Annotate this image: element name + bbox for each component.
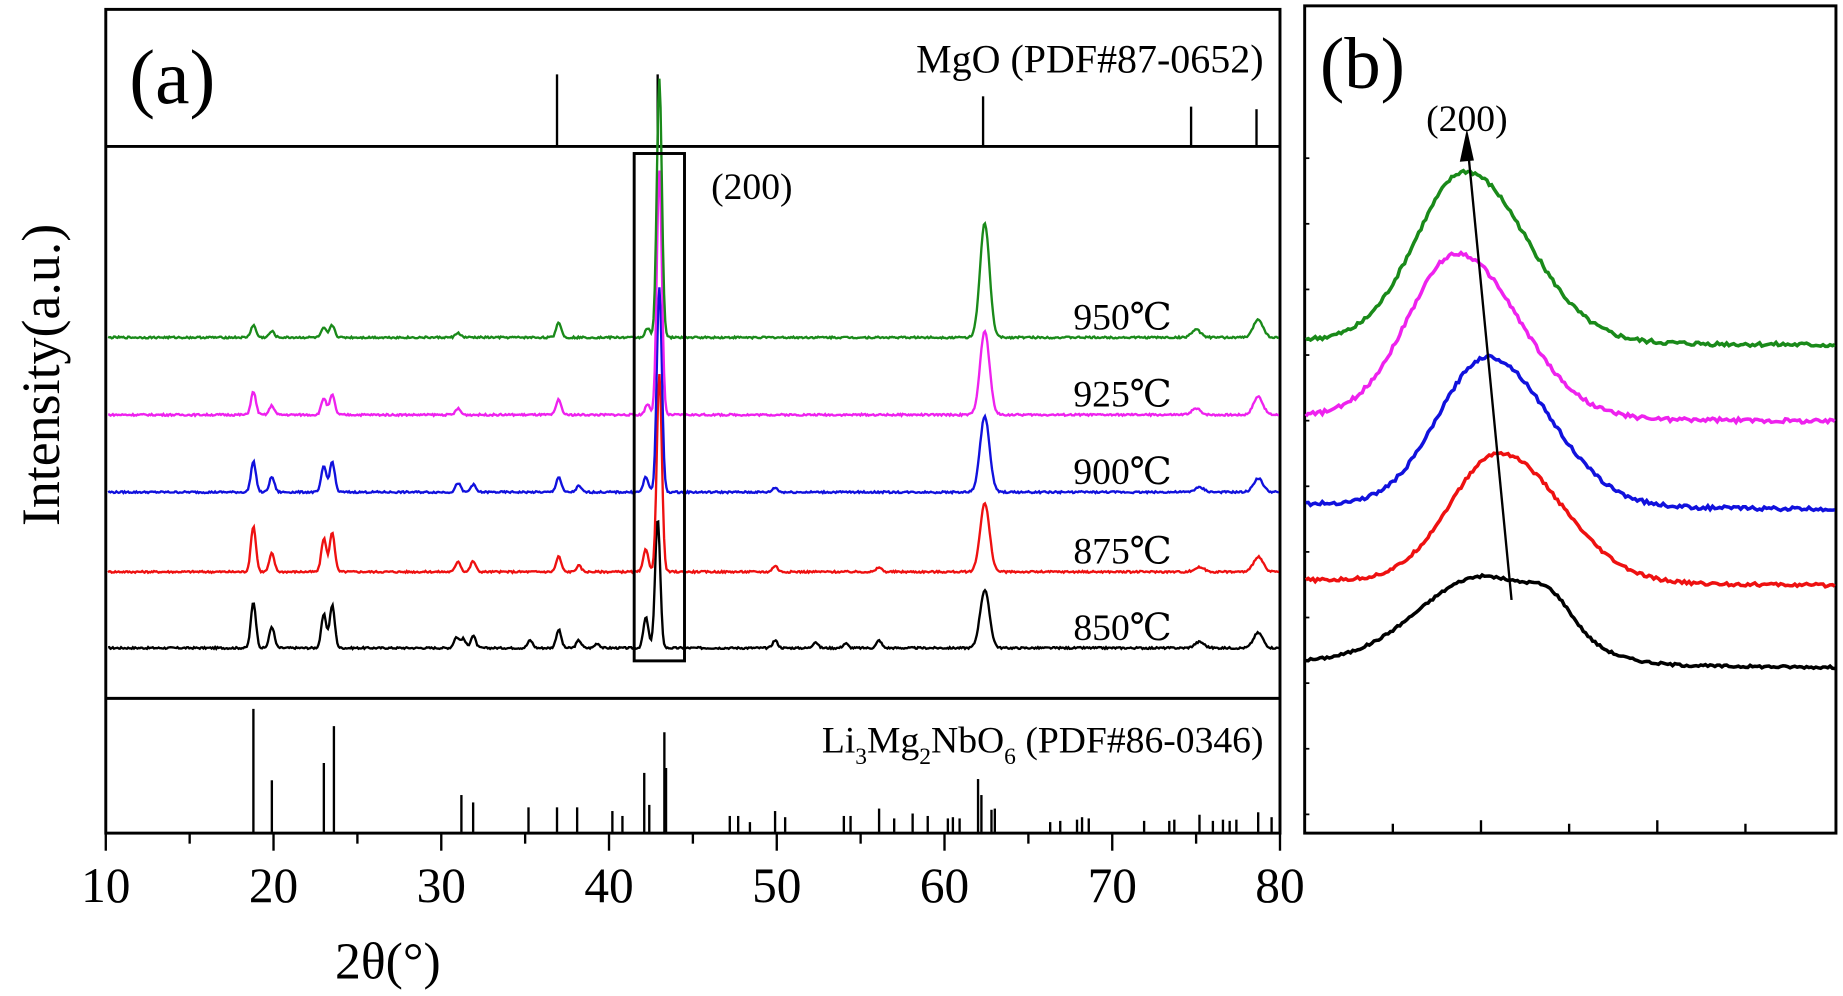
xrd-series-line	[107, 287, 1279, 496]
x-axis-label: 2θ(°)	[335, 933, 441, 990]
panel-a-frame	[104, 7, 1282, 835]
mgo-reference-label: MgO (PDF#87-0652)	[916, 37, 1263, 82]
xrd-series-line	[108, 170, 1279, 418]
label-part: (PDF#86-0346)	[1016, 720, 1264, 761]
xrd-series-line	[108, 519, 1280, 651]
panel-b-ticks	[1304, 157, 1747, 834]
li3mg2nbo6-reference-label: Li3Mg2NbO6 (PDF#86-0346)	[822, 720, 1264, 770]
temperature-label: 850℃	[1073, 608, 1171, 649]
temperature-labels: 850℃ 875℃ 900℃ 925℃ 950℃	[1073, 297, 1171, 648]
x-axis: 10 20 30 40 50 60 70 80	[81, 833, 1305, 913]
label-part: NbO	[931, 720, 1004, 761]
label-subscript: 2	[919, 744, 931, 770]
temperature-label: 875℃	[1073, 532, 1171, 573]
y-axis-label: Intensity(a.u.)	[11, 224, 71, 526]
peak-shift-arrowhead	[1459, 128, 1474, 162]
panel-b-series-line	[1304, 450, 1836, 589]
200-peak-label: (200)	[711, 167, 792, 208]
panel-a-series	[107, 78, 1280, 651]
label-subscript: 3	[855, 744, 867, 770]
label-subscript: 6	[1004, 744, 1016, 770]
li3mg2nbo6-reference-lines	[252, 708, 1273, 832]
panel-a: (a) MgO (PDF#87-0652) Li3Mg2NbO6 (PDF#86…	[11, 7, 1305, 990]
x-tick-label: 60	[920, 858, 969, 913]
panel-b-series-line	[1305, 353, 1835, 513]
200-peak-highlight-box	[632, 152, 686, 663]
panel-b: (b) (200)	[1303, 4, 1838, 835]
temperature-label: 900℃	[1073, 452, 1171, 493]
xrd-series-line	[107, 373, 1280, 575]
panel-b-series-line	[1304, 250, 1836, 426]
panel-b-series	[1304, 168, 1836, 671]
panel-b-label: (b)	[1320, 23, 1405, 104]
panel-b-series-line	[1305, 572, 1835, 671]
x-tick-label: 70	[1088, 858, 1137, 913]
peak-shift-arrow	[1465, 138, 1513, 601]
x-tick-label: 10	[81, 858, 130, 913]
x-tick-label: 50	[752, 858, 801, 913]
temperature-label: 950℃	[1073, 297, 1171, 338]
temperature-label: 925℃	[1073, 375, 1171, 416]
xrd-series-line	[107, 78, 1279, 341]
x-tick-label: 30	[417, 858, 466, 913]
label-part: Mg	[867, 720, 919, 761]
x-tick-label: 20	[249, 858, 298, 913]
panel-a-label: (a)	[129, 34, 215, 120]
x-tick-label: 40	[584, 858, 633, 913]
panel-b-series-line	[1305, 168, 1836, 349]
label-part: Li	[822, 720, 855, 761]
x-tick-label: 80	[1255, 858, 1304, 913]
